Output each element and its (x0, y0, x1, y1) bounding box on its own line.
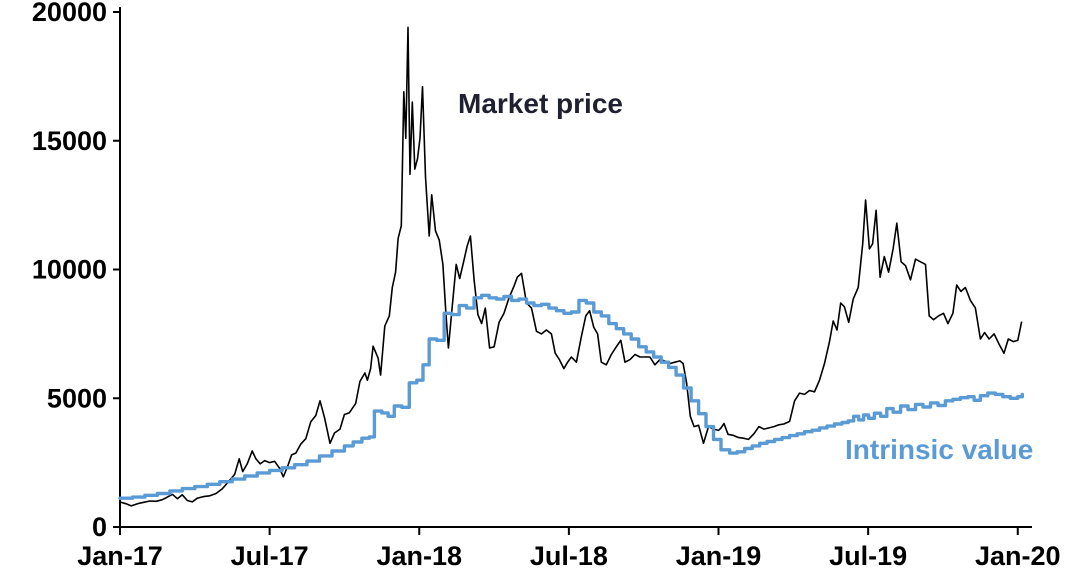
x-tick-label: Jan-20 (975, 541, 1061, 571)
intrinsic-value-line (118, 293, 1024, 500)
market-price-line (119, 26, 1023, 507)
y-tick-label: 15000 (32, 126, 107, 156)
x-tick-label: Jan-19 (676, 541, 762, 571)
y-tick-label: 10000 (32, 255, 107, 285)
x-tick-label: Jul-19 (829, 541, 907, 571)
x-tick-label: Jan-17 (77, 541, 163, 571)
intrinsic-value-label: Intrinsic value (845, 434, 1034, 465)
x-tick-label: Jul-18 (530, 541, 608, 571)
x-tick-label: Jan-18 (376, 541, 462, 571)
y-tick-label: 20000 (32, 0, 107, 27)
y-tick-label: 0 (92, 512, 107, 542)
y-tick-label: 5000 (47, 383, 107, 413)
market-price-label: Market price (458, 88, 623, 119)
x-tick-label: Jul-17 (231, 541, 309, 571)
